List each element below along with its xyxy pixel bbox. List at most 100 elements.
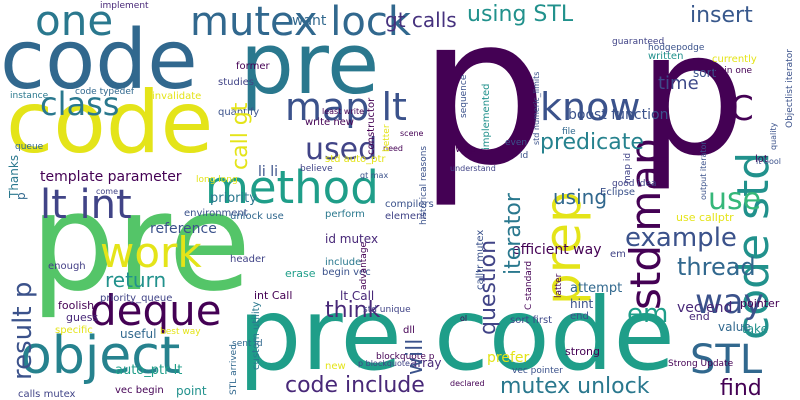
word-calls-mutex: calls mutex [18, 389, 76, 400]
word-pointer: pointer [740, 297, 780, 310]
word-written: written [648, 51, 684, 62]
word-begin-vec: begin vec [322, 267, 371, 278]
word-historical-reasons: historical reasons [419, 145, 429, 225]
word-end: end [570, 311, 589, 322]
word-vec-begin: vec begin [115, 385, 164, 396]
word-latter: latter [554, 273, 564, 298]
word-objectlist-iterator: Objectlist iterator [785, 49, 795, 128]
word-pre-code-bottom: pre code [238, 276, 675, 393]
word-find: find [720, 376, 762, 400]
word-foolish: foolish [58, 299, 95, 312]
word-come: come [96, 187, 119, 196]
word-p-blockquote: p blockquote [358, 359, 410, 368]
word-gt-calls: gt calls [385, 8, 457, 32]
word-implemented: implemented [481, 83, 492, 150]
word-unlock-use: unlock use [230, 211, 284, 222]
word-template-parameter: template parameter [40, 169, 182, 185]
word-hodgepodge: hodgepodge [648, 43, 705, 53]
word-mutex-unlock: mutex unlock [500, 374, 650, 399]
word-constructor: constructor [366, 97, 377, 155]
word-quantify: quantify [218, 107, 260, 118]
word-deque: deque [90, 286, 222, 335]
word-object: object [20, 326, 181, 386]
word-custom-utility: custom utility [251, 301, 262, 370]
word-using-stl: using STL [467, 2, 574, 27]
word-use-callptr: use callptr [676, 211, 734, 224]
word-calltr-mutex: calltr mutex [475, 229, 486, 290]
word-lt-bool: lt bool [756, 157, 781, 166]
word-lot: lot [755, 154, 768, 165]
word-need: need [383, 144, 403, 153]
word-currently: currently [712, 54, 757, 65]
word-predicate: predicate [540, 130, 644, 155]
word-boost-function: boost function [568, 107, 669, 123]
word-prefer: prefer [487, 350, 530, 366]
word-strong: strong [565, 345, 601, 358]
word-one: one [35, 0, 114, 45]
word-stl-arrived: STL arrived [229, 344, 239, 395]
word-enough: enough [48, 261, 86, 272]
word-value: value [718, 320, 751, 334]
word-perform: perform [325, 209, 365, 220]
word-write-new: write new [305, 117, 354, 128]
word-least-write: least write [322, 107, 365, 116]
word-pre-main: pre [30, 164, 252, 321]
word-end-2: end [689, 310, 710, 323]
word-reference: reference [150, 221, 217, 237]
word-iterator: iterator [501, 193, 526, 275]
word-believe: believe [300, 164, 333, 174]
word-thread: thread [677, 253, 756, 281]
word-time: time [658, 73, 699, 94]
word-scene: scene [400, 129, 424, 138]
word-lt-int: lt int [40, 182, 132, 228]
word-sent-id: sent id [232, 339, 263, 349]
word-queue: queue [15, 142, 44, 152]
word-insert: insert [690, 3, 753, 28]
word-std-unique: std unique [363, 305, 411, 315]
word-class: class [40, 85, 120, 123]
word-c-standard: C standard [524, 260, 534, 310]
word-new: new [325, 361, 346, 372]
word-sequence: sequence [459, 74, 469, 118]
word-output-iterator: output iterator [699, 141, 708, 200]
word-use: use [708, 182, 762, 217]
word-erase: erase [285, 267, 316, 280]
word-declared: declared [450, 379, 485, 388]
word-array: array [410, 356, 442, 370]
word-quality: quality [769, 122, 778, 150]
word-include: include [325, 257, 362, 268]
word-efficient-way: efficient way [512, 242, 602, 258]
word-compilers: compilers [385, 199, 434, 210]
word-p-small: p [14, 192, 28, 200]
word-stl: STL [690, 337, 763, 383]
word-p-large-2: p [638, 0, 746, 194]
word-example: example [625, 223, 737, 253]
word-better: better [382, 124, 392, 152]
word-code-typedef: code typedef [75, 87, 135, 97]
word-mutex-lock: mutex lock [190, 0, 412, 45]
word-former: former [236, 61, 270, 72]
word-auto-ptr-lt: auto_ptr lt [115, 363, 183, 378]
word-file: file [562, 127, 576, 137]
word-guaranteed: guaranteed [612, 37, 665, 47]
word-id-mutex: id mutex [325, 232, 379, 246]
word-think: think [325, 298, 381, 323]
word-studies: studies [218, 77, 254, 88]
word-code-mid: code [6, 73, 214, 173]
word-vec-end: vec end [677, 300, 733, 316]
word-map-lt: map lt [285, 85, 407, 129]
word-std-auto-ptr: std auto_ptr [325, 154, 386, 165]
word-code-top: code [0, 13, 198, 108]
word-blockquote-p: blockquote p [376, 352, 435, 362]
word-even: even [505, 138, 528, 148]
word-sort: sort [693, 66, 717, 80]
word-using: using [553, 185, 608, 209]
word-way: way [695, 282, 764, 322]
word-call-gt: call gt [228, 102, 253, 170]
word-strong-update: Strong Update [668, 359, 734, 369]
word-want: want [292, 13, 327, 29]
word-p-large-1: p [418, 0, 549, 211]
word-gt-max: gt max [360, 171, 389, 180]
word-instance: instance [10, 91, 49, 101]
